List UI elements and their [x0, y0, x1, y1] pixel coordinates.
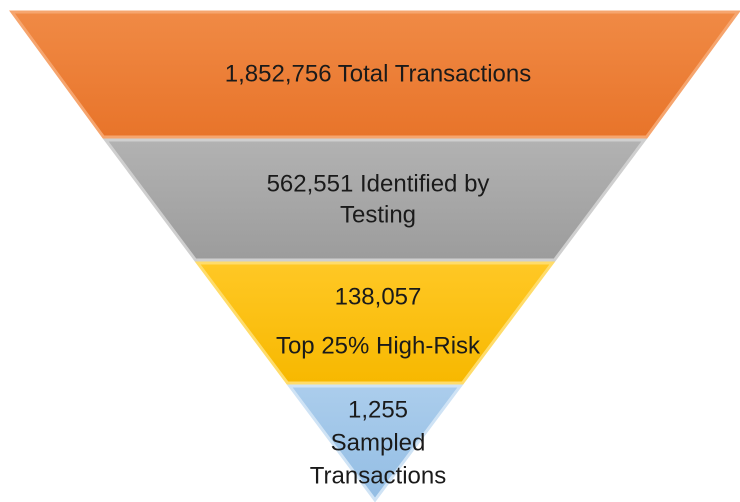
stage-label: 138,057 — [335, 283, 422, 310]
stage-label: 1,852,756 Total Transactions — [225, 60, 531, 87]
stage-label: 562,551 Identified by — [267, 170, 490, 197]
stage-label: Transactions — [310, 462, 447, 489]
funnel-stage — [194, 261, 556, 385]
stage-label: Top 25% High-Risk — [276, 332, 481, 359]
stage-label: 1,255 — [348, 396, 408, 423]
funnel-stage — [102, 138, 648, 262]
funnel-stage — [9, 10, 740, 139]
stage-label: Testing — [340, 201, 416, 228]
stage-label: Sampled — [331, 429, 426, 456]
funnel-stage — [286, 384, 464, 502]
